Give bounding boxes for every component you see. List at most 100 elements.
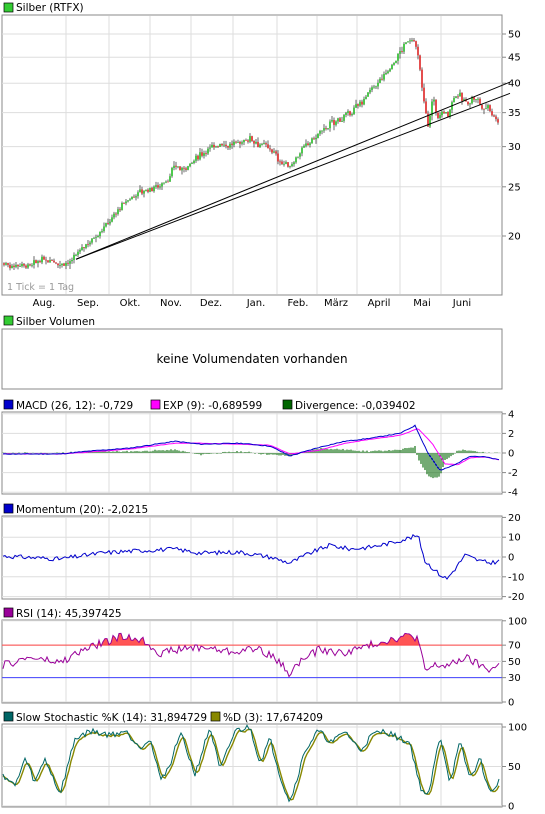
ohlc-bar [423, 83, 425, 104]
ohlc-bar [415, 40, 417, 50]
ohlc-bar [131, 196, 133, 200]
ohlc-bar [165, 180, 167, 184]
ohlc-bar [199, 148, 201, 161]
rsi-legend-label: RSI (14): 45,397425 [16, 608, 122, 620]
ohlc-bar [171, 166, 173, 178]
ohlc-bar [299, 152, 301, 160]
ohlc-bar [217, 145, 219, 148]
ohlc-bar [365, 94, 367, 100]
ohlc-bar [317, 133, 319, 139]
ohlc-bar [233, 139, 235, 148]
y-tick-label: 70 [508, 641, 521, 652]
y-tick-label: 30 [508, 673, 521, 684]
stoch-k-legend-swatch [3, 711, 14, 722]
y-tick-label: 10 [508, 533, 521, 544]
ohlc-bar [127, 200, 129, 203]
ohlc-bar [335, 120, 337, 127]
ohlc-bar [53, 258, 55, 263]
ohlc-bar [145, 189, 147, 192]
ohlc-bar [95, 234, 97, 243]
ohlc-bar [157, 182, 159, 190]
ohlc-bar [69, 258, 71, 269]
ohlc-bar [337, 117, 339, 124]
ohlc-bar [377, 79, 379, 90]
ohlc-bar [3, 262, 5, 267]
ohlc-bar [483, 108, 485, 115]
y-tick-label: 20 [508, 232, 521, 243]
trend-lines [75, 81, 511, 260]
ohlc-bar [401, 46, 403, 54]
ohlc-bar [255, 139, 257, 145]
ohlc-bar [33, 256, 35, 269]
ohlc-bar [319, 129, 321, 136]
ohlc-bar [25, 264, 27, 269]
ohlc-bar [29, 263, 31, 267]
macd-legend-swatch [3, 399, 14, 410]
ohlc-bar [369, 87, 371, 95]
ohlc-bar [137, 190, 139, 199]
x-tick-label: Feb. [288, 298, 309, 309]
ohlc-bar [379, 77, 381, 84]
volume-empty-message: keine Volumendaten vorhanden [156, 352, 347, 366]
stoch-d-legend-label: %D (3): 17,674209 [223, 712, 323, 724]
ohlc-bar [225, 140, 227, 149]
exp-legend-swatch [150, 399, 161, 410]
ohlc-bar [201, 148, 203, 158]
y-tick-label: 2 [508, 429, 514, 440]
ohlc-bar [435, 99, 437, 116]
ohlc-bar [27, 262, 29, 270]
stoch-plot-frame [1, 723, 503, 808]
ohlc-bar [331, 116, 333, 123]
ohlc-bar [235, 140, 237, 144]
ohlc-bar [85, 243, 87, 250]
ohlc-bar [41, 254, 43, 265]
ohlc-bar [449, 108, 451, 119]
momentum-legend-label: Momentum (20): -2,0215 [16, 504, 148, 516]
ohlc-bar [143, 190, 145, 198]
y-tick-label: 100 [508, 723, 527, 734]
ohlc-bar [419, 54, 421, 72]
ohlc-bar [135, 194, 137, 201]
ohlc-bar [117, 206, 119, 216]
ohlc-bar [115, 212, 117, 218]
ohlc-bar [409, 38, 411, 44]
ohlc-bar [347, 109, 349, 116]
ohlc-bar [125, 198, 127, 206]
ohlc-bar [339, 116, 341, 122]
ohlc-bar [321, 130, 323, 135]
ohlc-bar [37, 259, 39, 268]
ohlc-bar [395, 60, 397, 64]
ohlc-bar [153, 185, 155, 193]
ohlc-bar [103, 222, 105, 233]
ohlc-bar [393, 62, 395, 66]
ohlc-bar [93, 236, 95, 239]
x-tick-label: Okt. [120, 298, 141, 309]
ohlc-bar [195, 153, 197, 163]
ohlc-bar [189, 163, 191, 168]
ohlc-bar [187, 165, 189, 171]
y-tick-label: 100 [508, 616, 527, 627]
ohlc-bar [265, 141, 267, 148]
ohlc-bar [407, 41, 409, 43]
ohlc-bar [181, 166, 183, 175]
ohlc-bar [177, 166, 179, 169]
ohlc-bar [129, 197, 131, 201]
ohlc-bar [97, 234, 99, 238]
ohlc-bar [281, 159, 283, 165]
ohlc-bar [89, 240, 91, 247]
x-tick-label: Sep. [77, 298, 99, 309]
ohlc-bar [65, 261, 67, 270]
ohlc-bar [305, 139, 307, 148]
y-tick-label: -4 [508, 488, 518, 499]
y-tick-label: 50 [508, 762, 521, 773]
ohlc-bar [495, 114, 497, 122]
price-legend-label: Silber (RTFX) [16, 2, 84, 14]
ohlc-bar [99, 231, 101, 239]
rsi-legend-swatch [3, 607, 14, 618]
ohlc-bar [209, 144, 211, 152]
ohlc-bar [151, 186, 153, 192]
ohlc-bar [481, 104, 483, 111]
ohlc-bar [207, 146, 209, 156]
ohlc-bar [351, 112, 353, 117]
ohlc-bar [203, 150, 205, 159]
